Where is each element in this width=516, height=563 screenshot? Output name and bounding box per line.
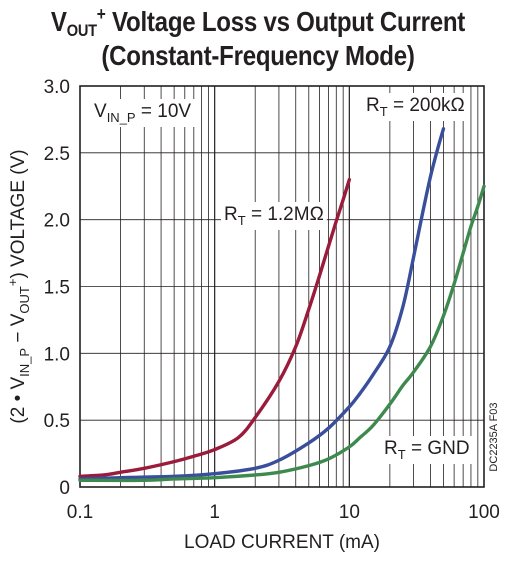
x-tick-label: 0.1 (67, 502, 93, 523)
series-line-1 (78, 177, 352, 479)
series-line-3 (78, 184, 486, 483)
series-label-rt-200kohm: RT = 200kΩ (363, 93, 468, 121)
y-tick-label: 0 (59, 478, 70, 499)
y-tick-label: 2.0 (44, 211, 70, 232)
series-label-rt-1-2mohm: RT = 1.2MΩ (221, 202, 327, 230)
plot-frame (79, 85, 485, 488)
series-line-2 (78, 127, 446, 481)
svg-text:RT = 1.2MΩ: RT = 1.2MΩ (224, 204, 324, 228)
title-plus-superscript: + (96, 4, 106, 24)
y-tick-label: 2.5 (44, 144, 70, 165)
title-rest-text: Voltage Loss vs Output Current (105, 6, 466, 37)
y-tick-label: 1.0 (44, 344, 70, 365)
y-tick-label: 0.5 (44, 411, 70, 432)
chart-title-line1: VOUT+ Voltage Loss vs Output Current (36, 4, 480, 41)
series-layer (78, 127, 486, 483)
svg-text:RT = GND: RT = GND (384, 438, 470, 462)
chart-title-line2: (Constant-Frequency Mode) (101, 40, 415, 71)
tick-labels: 0.1 1 10 100 0 0.5 1.0 1.5 2.0 2.5 3.0 (44, 77, 500, 523)
figure-code: DC2235A F03 (488, 402, 500, 471)
vin-annotation-box: VIN_P = 10V (90, 99, 196, 127)
y-axis-label: (2 • VIN_P − VOUT+) VOLTAGE (V) (5, 149, 32, 423)
x-tick-label: 1 (209, 502, 220, 523)
grid (80, 86, 484, 487)
x-tick-label: 10 (339, 502, 360, 523)
y-tick-label: 1.5 (44, 278, 70, 299)
x-axis-label: LOAD CURRENT (mA) (184, 532, 380, 553)
vin-annotation: VIN_P = 10V (94, 101, 191, 125)
x-tick-label: 100 (468, 502, 500, 523)
y-tick-label: 3.0 (44, 77, 70, 98)
title-out-subscript: OUT (66, 21, 97, 40)
svg-text:RT = 200kΩ: RT = 200kΩ (366, 95, 465, 119)
title-v-text: V (50, 6, 67, 37)
series-label-rt-gnd: RT = GND (381, 436, 473, 464)
